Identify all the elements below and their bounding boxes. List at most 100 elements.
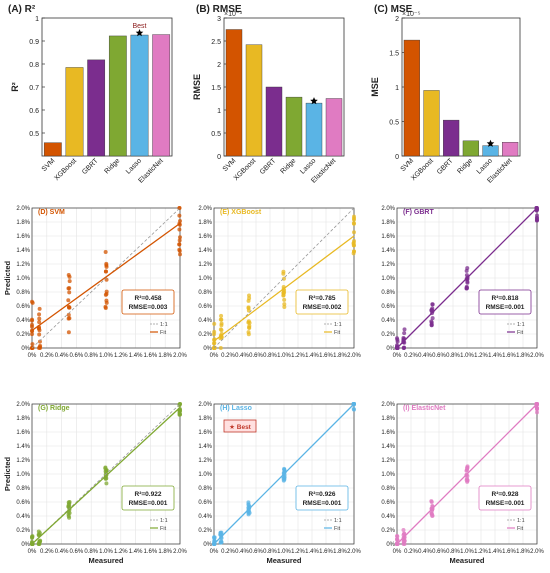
r2-label: R²=0.922	[135, 491, 162, 498]
rmse-label: RMSE=0.001	[129, 500, 168, 507]
rmse-label: RMSE=0.003	[129, 304, 168, 311]
bar-svm	[225, 29, 243, 157]
panel-title: (F) GBRT	[403, 209, 434, 216]
bar-gbrt	[443, 119, 460, 157]
y-tick-label: 1.8%	[198, 416, 212, 422]
x-tick-label: 1.2%	[291, 549, 305, 555]
x-tick-label: 0.8%	[84, 549, 98, 555]
x-tick-label: 0.2%	[221, 549, 235, 555]
x-tick-label: GBRT	[436, 157, 455, 176]
x-tick-label: 1.2%	[474, 353, 488, 359]
x-tick-label: 0.8%	[446, 549, 460, 555]
data-point	[535, 218, 539, 223]
data-point	[430, 316, 435, 321]
y-tick-label: 0.4%	[16, 318, 30, 324]
data-point	[37, 312, 42, 317]
data-point	[246, 305, 251, 310]
bar-xgboost	[245, 44, 263, 157]
x-tick-label: 1.8%	[158, 549, 172, 555]
y-tick-label: 0.6%	[381, 500, 395, 506]
y-tick-label: 0%	[21, 346, 30, 352]
x-tick-label: SVM	[222, 157, 238, 173]
y-tick-label: 1.0%	[198, 472, 212, 478]
x-tick-label: 0.6%	[432, 549, 446, 555]
y-tick-label: 0.6%	[381, 304, 395, 310]
data-point	[66, 312, 71, 317]
y-tick-label: 0.4%	[198, 318, 212, 324]
data-point	[178, 412, 182, 417]
x-tick-label: 0.8%	[263, 353, 277, 359]
data-point	[246, 502, 251, 507]
y-tick-label: 1.2%	[16, 458, 30, 464]
x-tick-label: 0.6%	[249, 353, 263, 359]
legend-fit-label: Fit	[334, 330, 341, 336]
fit-line	[396, 207, 538, 349]
x-tick-label: Lasso	[125, 157, 143, 175]
fit-line	[213, 235, 355, 342]
y-tick-label: 0.2%	[381, 332, 395, 338]
x-tick-label: 0.8%	[84, 353, 98, 359]
y-tick-label: 0.4%	[381, 514, 395, 520]
x-tick-label: 0.6%	[432, 353, 446, 359]
bar-chart-B: (B) RMSE×10⁻³ 0 0.5 1 1.5 2 2.5 3 RMSE SVMXGBoost…	[192, 4, 345, 185]
data-point	[30, 342, 35, 347]
scatter-panel-E: 0% 0.2% 0.4% 0.6% 0.8% 1.0% 1.2% 1.4% 1.6% 1.8% 2.…	[198, 206, 361, 359]
data-point	[402, 535, 407, 540]
y-tick-label: 2.0%	[16, 206, 30, 212]
y-tick-label: 2.0%	[381, 402, 395, 408]
x-tick-label: XGBoost	[53, 157, 78, 182]
data-point	[218, 346, 223, 350]
x-tick-label: 1.2%	[291, 353, 305, 359]
rmse-label: RMSE=0.001	[486, 500, 525, 507]
scatter-panel-I: 0% 0.2% 0.4% 0.6% 0.8% 1.0% 1.2% 1.4% 1.6% 1.8% 2.…	[381, 402, 544, 565]
y-tick-label: 1.0%	[381, 276, 395, 282]
y-tick-label: 0.7	[29, 85, 39, 92]
panel-title: (G) Ridge	[38, 405, 70, 412]
y-tick-label: 1.8%	[16, 220, 30, 226]
x-tick-label: 0.8%	[263, 549, 277, 555]
bar-lasso	[130, 34, 149, 157]
data-point	[177, 227, 182, 232]
x-tick-label: 1.2%	[114, 353, 128, 359]
metrics-box	[478, 289, 532, 315]
data-point	[103, 249, 108, 254]
bar-ridge	[108, 35, 127, 157]
x-tick-label: 0.4%	[55, 549, 69, 555]
panel-title: (D) SVM	[38, 209, 65, 216]
y-tick-label: 1.2%	[381, 262, 395, 268]
y-axis-label: MSE	[370, 77, 380, 97]
rmse-label: RMSE=0.002	[303, 304, 342, 311]
legend-fit-label: Fit	[517, 526, 524, 532]
best-star-icon	[135, 29, 144, 37]
y-tick-label: 0.8%	[16, 486, 30, 492]
data-point	[212, 321, 217, 326]
data-point	[177, 235, 182, 240]
data-point	[395, 534, 400, 539]
data-point	[212, 341, 216, 346]
x-tick-label: 1.6%	[144, 353, 158, 359]
y-tick-label: 0%	[21, 542, 30, 548]
y-tick-label: 1.0%	[198, 276, 212, 282]
ideal-line	[31, 207, 181, 349]
data-point	[67, 290, 72, 295]
bar-elasticnet	[325, 98, 343, 157]
x-tick-label: 1.8%	[333, 549, 347, 555]
x-tick-label: 0.4%	[418, 353, 432, 359]
chart-title: (A) R²	[8, 4, 36, 15]
x-tick-label: 0.4%	[235, 353, 249, 359]
y-tick-label: 0.6%	[16, 304, 30, 310]
y-tick-label: 0.8%	[198, 290, 212, 296]
x-tick-label: 0.2%	[40, 353, 54, 359]
data-point	[30, 535, 34, 540]
legend-fit-label: Fit	[334, 526, 341, 532]
data-point	[37, 316, 42, 321]
x-tick-label: 1.4%	[488, 549, 502, 555]
data-point	[177, 238, 182, 243]
rmse-label: RMSE=0.001	[486, 304, 525, 311]
r2-label: R²=0.458	[135, 295, 162, 302]
ideal-line	[31, 403, 181, 545]
x-tick-label: 1.8%	[516, 549, 530, 555]
r2-label: R²=0.928	[492, 491, 519, 498]
x-tick-label: Lasso	[299, 157, 317, 175]
